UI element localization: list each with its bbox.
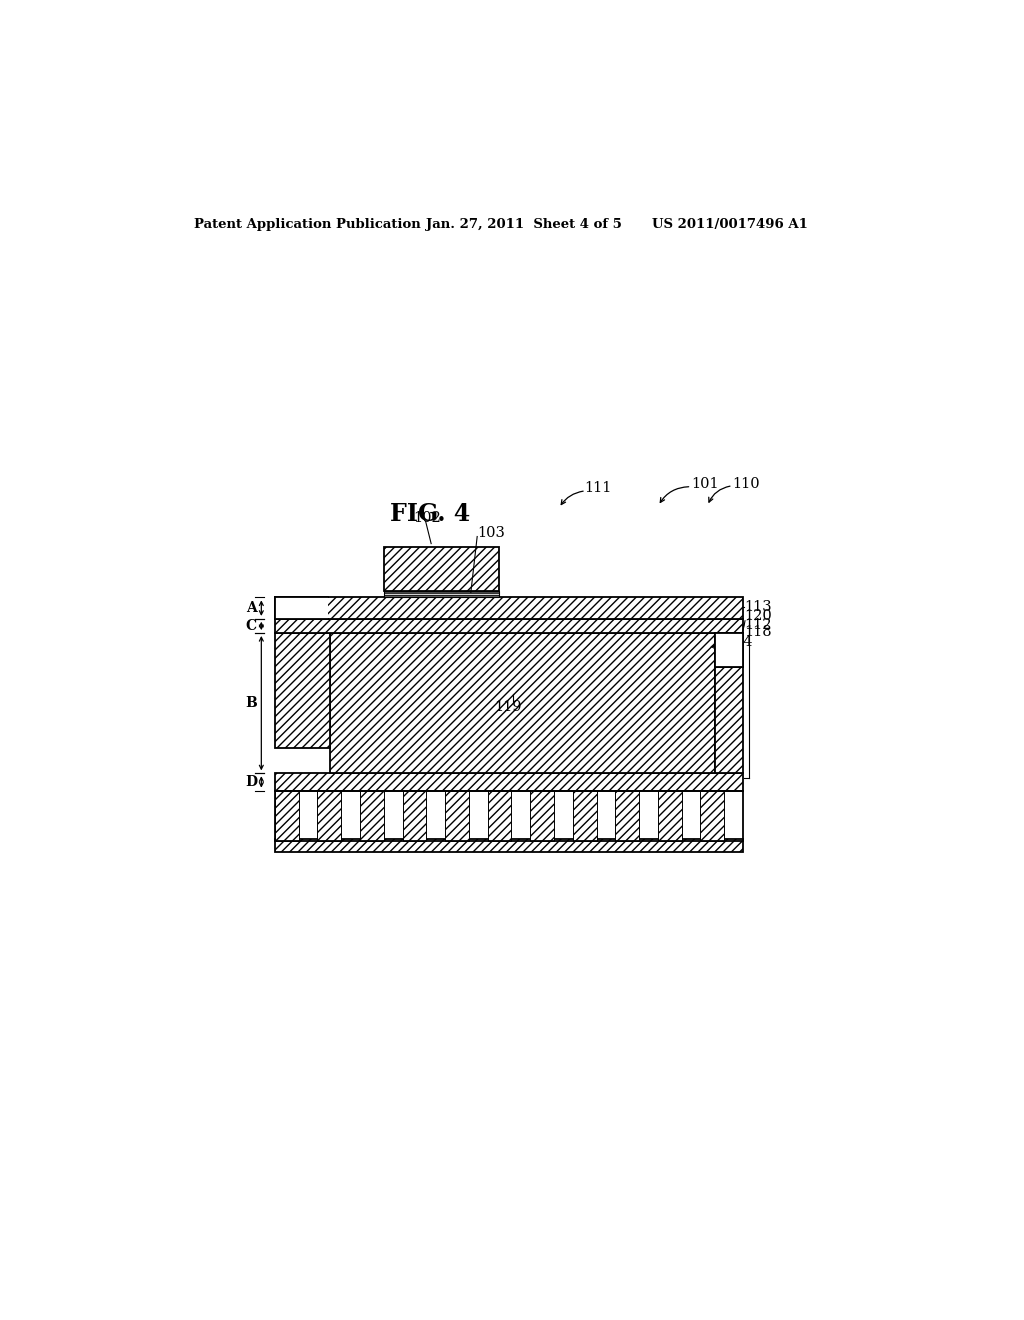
Text: 110: 110 bbox=[733, 477, 761, 491]
Bar bbox=[384, 546, 500, 591]
Text: FIG. 4: FIG. 4 bbox=[390, 502, 470, 527]
Text: 113: 113 bbox=[743, 599, 771, 614]
Text: US 2011/0017496 A1: US 2011/0017496 A1 bbox=[652, 218, 808, 231]
Text: 119: 119 bbox=[495, 700, 522, 714]
Text: B: B bbox=[245, 696, 257, 710]
Bar bbox=[402, 791, 426, 841]
Bar bbox=[715, 667, 743, 774]
Text: 101: 101 bbox=[691, 477, 719, 491]
Bar bbox=[715, 634, 743, 667]
Bar bbox=[657, 791, 682, 841]
Text: 112: 112 bbox=[743, 618, 771, 632]
Text: 118: 118 bbox=[743, 626, 771, 639]
Bar bbox=[274, 774, 743, 791]
Text: 114: 114 bbox=[726, 635, 753, 649]
Bar bbox=[487, 791, 511, 841]
Text: 120: 120 bbox=[743, 609, 771, 623]
Text: Jan. 27, 2011  Sheet 4 of 5: Jan. 27, 2011 Sheet 4 of 5 bbox=[426, 218, 622, 231]
Text: A: A bbox=[246, 601, 256, 615]
Text: 102: 102 bbox=[414, 511, 441, 525]
Bar bbox=[715, 634, 743, 667]
Bar bbox=[384, 591, 500, 598]
Bar bbox=[274, 791, 743, 841]
Bar bbox=[572, 791, 597, 841]
Bar bbox=[274, 791, 299, 841]
Bar bbox=[274, 840, 743, 851]
Bar bbox=[360, 791, 384, 841]
Text: D: D bbox=[245, 775, 257, 789]
Bar bbox=[317, 791, 341, 841]
Bar bbox=[700, 791, 724, 841]
Text: Patent Application Publication: Patent Application Publication bbox=[194, 218, 421, 231]
Bar bbox=[530, 791, 554, 841]
Bar bbox=[274, 598, 743, 619]
Text: C: C bbox=[246, 619, 257, 634]
Bar bbox=[331, 634, 716, 774]
Bar bbox=[274, 619, 743, 634]
Bar bbox=[615, 791, 639, 841]
Text: 103: 103 bbox=[477, 527, 505, 540]
Bar bbox=[274, 634, 331, 748]
Bar bbox=[445, 791, 469, 841]
Text: 111: 111 bbox=[585, 480, 611, 495]
Bar bbox=[274, 598, 328, 619]
